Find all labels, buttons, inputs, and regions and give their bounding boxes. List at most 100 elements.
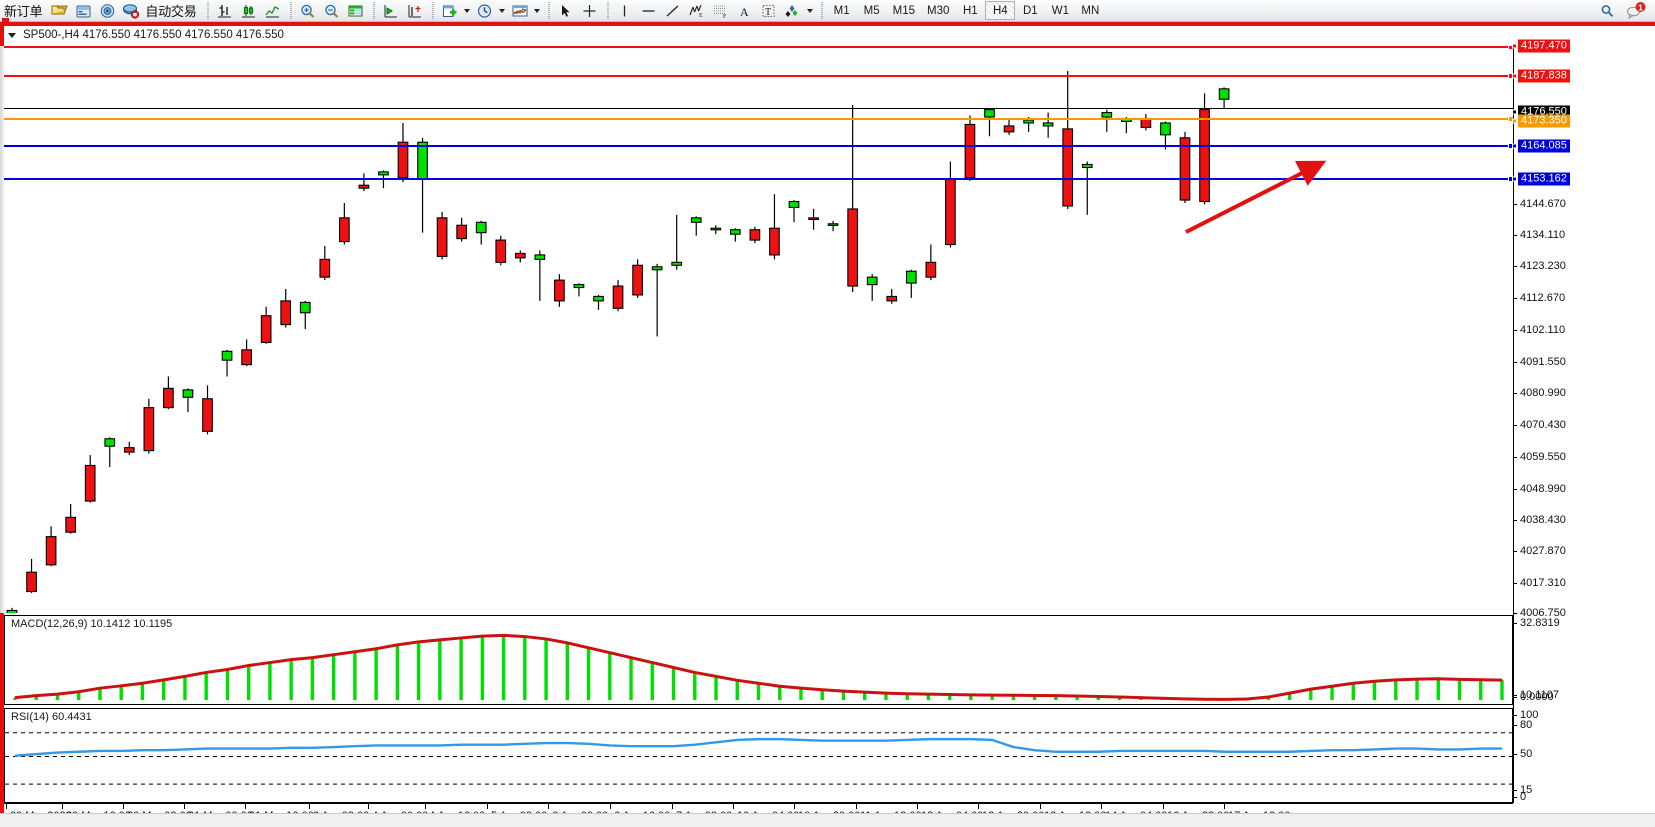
price-tag-4173-350[interactable]: 4173.350 (1512, 114, 1570, 128)
templates-icon[interactable] (508, 1, 532, 21)
chevron-down-icon[interactable] (8, 32, 16, 38)
grid-icon[interactable] (344, 1, 368, 21)
period-icon[interactable] (473, 1, 497, 21)
time-tick (245, 804, 246, 809)
candlestick (299, 300, 311, 330)
zoom-in-icon[interactable] (296, 1, 320, 21)
line-chart-icon[interactable] (261, 1, 285, 21)
auto-trading-button[interactable]: 自动交易 (145, 4, 197, 19)
fibonacci-icon[interactable]: F (709, 1, 733, 21)
axis-tick-label: 4006.750 (1520, 607, 1566, 619)
level-handle[interactable] (1508, 72, 1513, 79)
price-level-bid-price[interactable] (4, 108, 1513, 110)
indicator-axis-label: 50 (1520, 748, 1533, 760)
timeframe-mn[interactable]: MN (1081, 4, 1100, 17)
svg-text:A: A (740, 5, 749, 19)
price-tag-handle[interactable] (1512, 118, 1517, 124)
rsi-indicator-plot[interactable]: RSI(14) 60.4431 (4, 708, 1513, 803)
price-tag-handle[interactable] (1512, 73, 1517, 79)
alerts-icon[interactable]: 1 (1623, 1, 1649, 21)
candlestick (1160, 121, 1171, 150)
bar-chart-icon[interactable] (213, 1, 237, 21)
level-handle[interactable] (1508, 175, 1513, 182)
add-indicator-icon[interactable] (438, 1, 462, 21)
chart-shift-icon[interactable] (379, 1, 403, 21)
candlestick (1218, 87, 1230, 109)
timeframe-d1[interactable]: D1 (1023, 4, 1038, 17)
chevron-down-icon[interactable] (805, 1, 816, 21)
vline-icon[interactable] (613, 1, 637, 21)
axis-tick (1513, 330, 1517, 331)
elliott-wave-icon[interactable]: E (685, 1, 709, 21)
timeframe-m1[interactable]: M1 (833, 4, 850, 17)
indicator-axis-label: 10.1107 (1520, 689, 1559, 701)
folder-icon[interactable] (47, 1, 71, 21)
timeframe-bar: M1 M5 M15 M30 H1 H4 D1 W1 MN (827, 1, 1106, 20)
price-level-order-level[interactable] (4, 115, 1513, 122)
price-tag-handle[interactable] (1512, 109, 1517, 115)
timeframe-m5[interactable]: M5 (863, 4, 880, 17)
text-icon[interactable]: A (733, 1, 757, 21)
navigator-icon[interactable] (95, 1, 119, 21)
timeframe-m30[interactable]: M30 (926, 4, 950, 17)
candlestick (202, 385, 213, 435)
price-tag-4164-085[interactable]: 4164.085 (1512, 139, 1570, 153)
price-tag-handle[interactable] (1512, 176, 1517, 182)
axis-tick-label: 4059.550 (1520, 451, 1566, 463)
candlestick (45, 526, 57, 567)
timeframe-w1[interactable]: W1 (1051, 4, 1069, 17)
axis-tick-label: 4080.990 (1520, 387, 1566, 399)
macd-indicator-plot[interactable]: MACD(12,26,9) 10.1412 10.1195 (4, 615, 1513, 705)
candlestick (1199, 93, 1210, 205)
cursor-icon[interactable] (554, 1, 578, 21)
axis-tick (1513, 613, 1517, 614)
auto-scroll-icon[interactable] (403, 1, 427, 21)
candlestick (182, 388, 194, 413)
candlestick (710, 225, 722, 235)
price-tag-4187-838[interactable]: 4187.838 (1512, 69, 1570, 83)
axis-tick-label: 4112.670 (1520, 292, 1566, 304)
candlestick (749, 226, 761, 244)
time-tick (1101, 804, 1102, 809)
price-level-support-2[interactable] (4, 175, 1513, 182)
price-tag-4153-162[interactable]: 4153.162 (1512, 172, 1570, 186)
indicator-axis-label: 32.8319 (1520, 617, 1560, 629)
timeframe-m15[interactable]: M15 (892, 4, 915, 17)
toolbar-separator (203, 1, 211, 20)
price-level-resistance-1[interactable] (4, 46, 1513, 51)
trendline-icon[interactable] (661, 1, 685, 21)
price-level-support-1[interactable] (4, 143, 1513, 150)
shapes-icon[interactable] (781, 1, 805, 21)
indicator-axis-label: 15 (1520, 784, 1533, 796)
candlestick (984, 108, 995, 137)
level-handle[interactable] (1508, 115, 1513, 122)
price-level-resistance-2[interactable] (4, 72, 1513, 79)
hline-icon[interactable] (637, 1, 661, 21)
axis-tick (1513, 235, 1517, 236)
label-icon[interactable]: T (757, 1, 781, 21)
auto-trading-icon[interactable] (119, 1, 143, 21)
chevron-down-icon[interactable] (497, 1, 508, 21)
price-chart-plot[interactable] (4, 46, 1513, 613)
chevron-down-icon[interactable] (532, 1, 543, 21)
candlestick (84, 455, 96, 503)
timeframe-h1[interactable]: H1 (963, 4, 978, 17)
candlestick (808, 208, 819, 230)
zoom-out-icon[interactable] (320, 1, 344, 21)
price-tag-handle[interactable] (1512, 143, 1517, 149)
price-tag-handle[interactable] (1512, 43, 1517, 49)
crosshair-icon[interactable] (578, 1, 602, 21)
candlestick (671, 214, 683, 270)
window-top-border (0, 18, 1655, 26)
data-window-icon[interactable] (71, 1, 95, 21)
level-handle[interactable] (1508, 46, 1513, 51)
price-axis[interactable]: 4144.670 4134.110 4123.230 4112.670 4102.110… (1512, 39, 1655, 803)
search-icon[interactable] (1595, 1, 1619, 21)
new-order-button[interactable]: 新订单 (4, 4, 43, 19)
chevron-down-icon[interactable] (462, 1, 473, 21)
status-bar (0, 813, 1655, 827)
timeframe-h4[interactable]: H4 (985, 1, 1016, 20)
level-handle[interactable] (1508, 143, 1513, 150)
candlestick-chart-icon[interactable] (237, 1, 261, 21)
price-tag-4197-470[interactable]: 4197.470 (1512, 39, 1570, 53)
